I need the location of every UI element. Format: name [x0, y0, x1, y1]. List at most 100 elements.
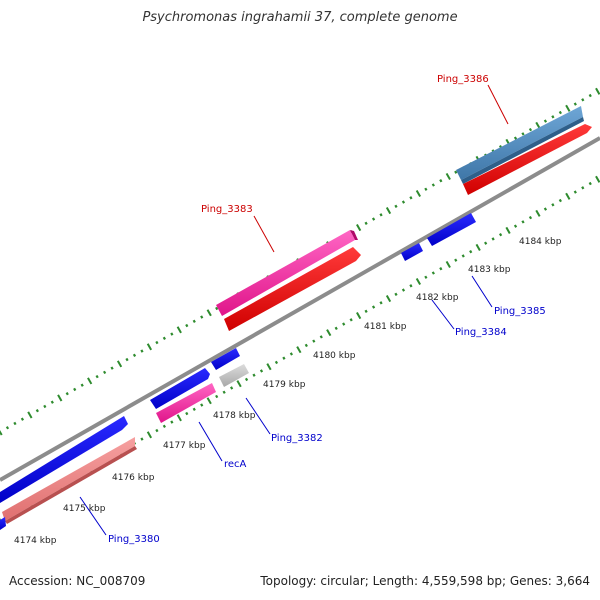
gene-small-blue-edge[interactable] — [0, 517, 6, 530]
gene-grey-3382[interactable] — [219, 364, 249, 387]
scale-tick-label: 4176 kbp — [112, 473, 155, 483]
genome-stats-label: Topology: circular; Length: 4,559,598 bp… — [260, 574, 590, 588]
minor-tick — [170, 332, 174, 336]
minor-tick — [551, 115, 555, 119]
gene-ping-3386-steelblue[interactable] — [456, 106, 584, 184]
minor-tick — [371, 305, 376, 309]
major-tick — [445, 172, 451, 181]
minor-tick — [379, 213, 383, 217]
minor-tick — [424, 187, 428, 191]
label-ping-3385[interactable]: Ping_3385 — [494, 306, 546, 317]
minor-tick — [409, 284, 413, 288]
scale-tick-labels: 4174 kbp 4175 kbp 4176 kbp 4177 kbp 4178 kbp… — [14, 237, 562, 546]
gene-ping-3383-red[interactable] — [224, 247, 361, 331]
minor-tick — [491, 237, 495, 241]
minor-tick — [349, 318, 353, 322]
minor-tick — [289, 352, 293, 356]
accession-label: Accession: NC_008709 — [9, 574, 146, 588]
minor-tick — [573, 102, 577, 106]
major-tick — [236, 380, 242, 388]
minor-tick — [230, 386, 234, 390]
minor-tick — [252, 373, 256, 377]
label-ping-3382[interactable]: Ping_3382 — [271, 433, 323, 444]
minor-tick — [162, 336, 166, 340]
minor-tick — [132, 353, 137, 358]
minor-tick — [43, 404, 47, 409]
major-tick — [0, 429, 3, 436]
minor-tick — [35, 409, 39, 413]
minor-tick — [304, 343, 308, 348]
label-ping-3386[interactable]: Ping_3386 — [437, 74, 489, 85]
leader-ping-3386 — [487, 84, 509, 125]
gene-ping-3384[interactable] — [401, 243, 423, 261]
minor-tick — [439, 267, 443, 271]
minor-tick — [215, 394, 219, 399]
leader-ping-3383 — [253, 215, 275, 253]
major-tick — [535, 121, 541, 129]
minor-tick — [513, 136, 518, 140]
gene-ping-3382-pink[interactable] — [156, 383, 216, 423]
minor-tick — [484, 241, 488, 245]
minor-tick — [125, 357, 129, 362]
major-tick — [505, 226, 511, 234]
minor-tick — [461, 254, 465, 258]
major-tick — [385, 207, 392, 215]
gene-blue-large-left[interactable] — [0, 416, 128, 503]
minor-tick — [155, 340, 159, 345]
minor-tick — [543, 119, 548, 123]
major-tick — [356, 312, 362, 320]
minor-tick — [379, 301, 383, 305]
major-tick — [565, 104, 571, 112]
leader-ping-3385 — [471, 275, 493, 308]
gene-ping-3385[interactable] — [427, 213, 476, 246]
major-tick — [475, 243, 481, 251]
gene-ping-3383-pink[interactable] — [216, 230, 358, 316]
minor-tick — [192, 407, 196, 411]
major-tick — [415, 277, 422, 286]
major-tick — [146, 343, 153, 351]
major-tick — [565, 192, 571, 200]
label-ping-3384[interactable]: Ping_3384 — [455, 327, 507, 338]
minor-tick — [454, 170, 458, 174]
minor-tick — [222, 390, 226, 394]
minor-tick — [371, 217, 376, 221]
scale-tick-label: 4177 kbp — [163, 441, 206, 451]
major-tick — [445, 260, 451, 269]
minor-tick — [521, 220, 525, 224]
major-tick — [206, 309, 212, 317]
gene-reca[interactable] — [150, 368, 210, 409]
minor-tick — [521, 132, 525, 136]
minor-tick — [5, 426, 10, 430]
gene-ping-3380-pseudo[interactable] — [2, 437, 137, 524]
leader-ping-3380 — [79, 496, 107, 536]
label-ping-3383[interactable]: Ping_3383 — [201, 204, 253, 215]
major-tick — [595, 87, 600, 95]
major-tick — [415, 189, 422, 198]
major-tick — [27, 411, 33, 419]
minor-tick — [200, 403, 204, 407]
gene-blue-small-3382[interactable] — [211, 348, 240, 370]
minor-tick — [588, 93, 592, 98]
label-ping-3380[interactable]: Ping_3380 — [108, 534, 160, 545]
label-reca[interactable]: recA — [224, 459, 247, 470]
minor-tick — [581, 98, 585, 102]
major-tick — [266, 363, 272, 371]
major-tick — [535, 209, 541, 217]
minor-tick — [573, 190, 577, 194]
minor-tick — [103, 370, 107, 375]
scale-tick-label: 4178 kbp — [213, 411, 256, 421]
scale-tick-label: 4174 kbp — [14, 536, 57, 546]
minor-tick — [424, 275, 428, 279]
minor-tick — [409, 196, 413, 200]
minor-tick — [13, 421, 17, 426]
minor-tick — [312, 339, 316, 343]
tick-marks-inner — [0, 175, 600, 524]
scale-tick-label: 4181 kbp — [364, 322, 407, 332]
minor-tick — [394, 292, 398, 296]
gene-ping-3386-red[interactable] — [463, 124, 592, 195]
minor-tick — [319, 335, 323, 339]
minor-tick — [73, 387, 77, 392]
scale-tick-label: 4184 kbp — [519, 237, 562, 247]
minor-tick — [140, 437, 144, 441]
